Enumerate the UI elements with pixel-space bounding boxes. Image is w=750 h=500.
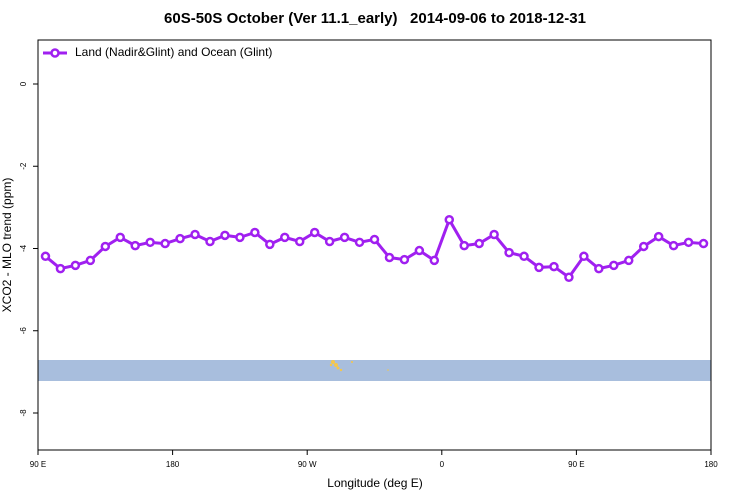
point	[85, 255, 96, 266]
point	[205, 236, 215, 247]
point	[549, 261, 559, 272]
point	[474, 238, 484, 249]
x-tick-label: 90 E	[568, 460, 584, 469]
point	[265, 239, 275, 250]
point	[489, 229, 499, 240]
point	[504, 247, 514, 258]
point	[250, 227, 260, 238]
point	[235, 232, 245, 243]
x-tick-label: 180	[166, 460, 180, 469]
point	[579, 251, 589, 262]
point	[280, 232, 290, 243]
plot-frame	[37, 39, 712, 451]
point	[638, 241, 649, 252]
point	[534, 262, 544, 273]
y-tick-label: 0	[19, 81, 28, 86]
point	[55, 263, 66, 274]
point	[564, 272, 574, 283]
point	[369, 234, 380, 245]
series-line	[44, 216, 704, 280]
point	[115, 232, 126, 243]
point	[175, 233, 185, 244]
point	[294, 236, 305, 247]
chart-title: 60S-50S October (Ver 11.1_early) 2014-09…	[164, 10, 586, 27]
point	[354, 237, 365, 248]
point	[623, 255, 634, 266]
x-tick-label: 90 W	[298, 460, 317, 469]
x-tick-label: 180	[704, 460, 718, 469]
point	[594, 263, 604, 274]
y-tick-label: -2	[19, 162, 28, 170]
point	[309, 227, 320, 238]
x-tick-label: 0	[440, 460, 445, 469]
legend-label: Land (Nadir&Glint) and Ocean (Glint)	[75, 45, 272, 59]
point	[220, 230, 230, 241]
land-dots	[329, 360, 389, 372]
point	[160, 238, 170, 249]
y-tick-label: -4	[19, 244, 28, 252]
point	[70, 260, 81, 271]
point	[324, 236, 335, 247]
point	[190, 229, 200, 240]
y-axis-label: XCO2 - MLO trend (ppm)	[0, 178, 14, 313]
point	[668, 240, 679, 251]
x-tick-label: 90 E	[30, 460, 46, 469]
point	[429, 255, 440, 266]
point	[399, 254, 410, 265]
x-axis-label: Longitude (deg E)	[327, 476, 422, 490]
point	[130, 240, 140, 251]
point	[145, 237, 155, 248]
point	[459, 240, 469, 251]
point	[653, 231, 664, 242]
point	[40, 251, 51, 262]
legend-marker	[50, 48, 60, 58]
point	[339, 232, 350, 243]
point	[683, 237, 694, 248]
point	[519, 251, 529, 262]
point	[444, 214, 455, 225]
point	[384, 252, 395, 263]
point	[698, 238, 709, 249]
point	[609, 260, 619, 271]
map-band	[38, 360, 711, 381]
point	[414, 245, 425, 256]
y-tick-label: -6	[19, 327, 28, 335]
point	[100, 241, 111, 252]
y-tick-label: -8	[19, 409, 28, 417]
